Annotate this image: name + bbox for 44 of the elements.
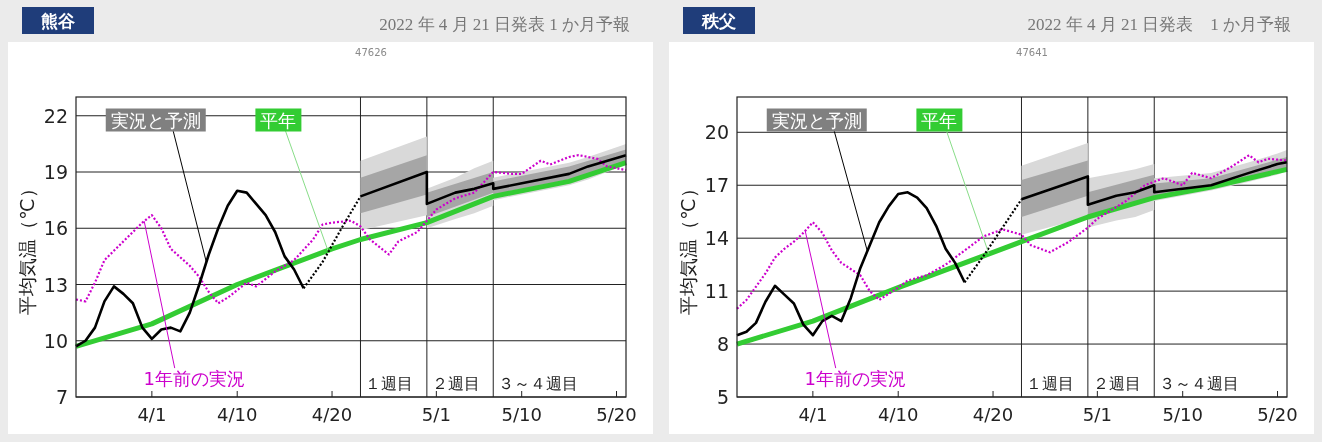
x-tick-label: 5/1 xyxy=(1082,404,1112,425)
x-tick-label: 4/20 xyxy=(972,404,1014,425)
annotation: ３～４週目 xyxy=(1159,374,1240,393)
x-tick-label: 4/10 xyxy=(217,404,258,425)
y-tick-label: 7 xyxy=(55,386,68,408)
x-tick-label: 4/10 xyxy=(878,404,919,425)
annotation: ２週目 xyxy=(431,374,480,393)
annotation: １週目 xyxy=(1026,374,1075,393)
y-tick-label: 13 xyxy=(43,273,68,296)
chart-subtitle: 2022 年 4 月 21 日発表 1 か月予報 xyxy=(1027,15,1291,34)
x-tick-label: 4/1 xyxy=(137,404,167,425)
x-tick-label: 5/1 xyxy=(421,404,451,425)
x-tick-label: 5/10 xyxy=(1162,404,1203,425)
y-tick-label: 17 xyxy=(704,174,729,197)
annotation: ２週目 xyxy=(1092,374,1141,393)
y-axis-title: 平均気温（℃） xyxy=(16,179,38,315)
y-tick-label: 5 xyxy=(716,386,729,408)
y-tick-label: 11 xyxy=(704,280,729,303)
x-tick-label: 5/10 xyxy=(501,404,542,425)
text: 47641 xyxy=(1016,47,1048,58)
text: 平年 xyxy=(260,109,297,131)
chart-subtitle: 2022 年 4 月 21 日発表 1 か月予報 xyxy=(379,15,630,34)
y-tick-label: 10 xyxy=(43,329,68,352)
text: 実況と予測 xyxy=(771,109,862,131)
y-tick-label: 16 xyxy=(43,217,68,240)
annotation: ３～４週目 xyxy=(498,374,579,393)
x-tick-label: 5/20 xyxy=(596,404,637,425)
y-axis-title: 平均気温（℃） xyxy=(677,179,699,315)
y-tick-label: 20 xyxy=(704,121,729,144)
chart-title: 熊谷 xyxy=(41,11,76,31)
y-tick-label: 19 xyxy=(43,161,68,183)
text: 1年前の実況 xyxy=(804,368,906,390)
text: 平年 xyxy=(921,109,958,131)
chart-title: 秩父 xyxy=(701,11,736,31)
text: 47626 xyxy=(355,47,387,58)
text: 実況と予測 xyxy=(110,109,201,131)
y-tick-label: 8 xyxy=(716,333,729,356)
y-tick-label: 22 xyxy=(43,104,68,127)
annotation: １週目 xyxy=(365,374,414,393)
x-tick-label: 4/1 xyxy=(798,404,828,425)
x-tick-label: 5/20 xyxy=(1257,404,1298,425)
x-tick-label: 4/20 xyxy=(311,404,353,425)
y-tick-label: 14 xyxy=(704,227,729,250)
text: 1年前の実況 xyxy=(143,368,245,390)
